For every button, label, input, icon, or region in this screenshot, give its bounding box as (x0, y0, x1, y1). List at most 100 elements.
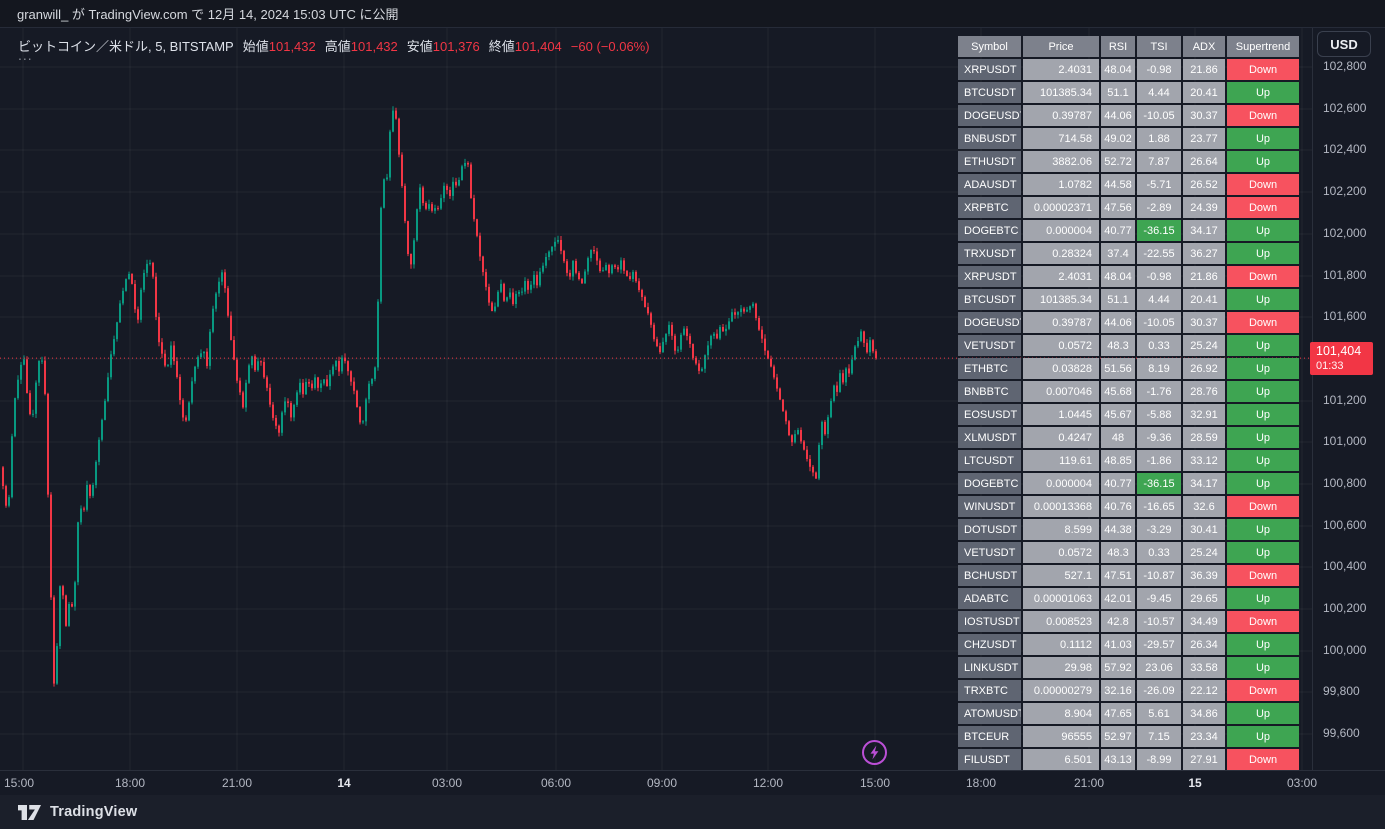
cell-adx[interactable]: 28.76 (1183, 381, 1225, 402)
cell-rsi[interactable]: 43.13 (1101, 749, 1135, 770)
cell-rsi[interactable]: 48.3 (1101, 335, 1135, 356)
cell-rsi[interactable]: 48.04 (1101, 266, 1135, 287)
cell-price[interactable]: 6.501 (1023, 749, 1099, 770)
cell-symbol[interactable]: BCHUSDT (958, 565, 1021, 586)
cell-price[interactable]: 0.39787 (1023, 312, 1099, 333)
cell-tsi[interactable]: 4.44 (1137, 82, 1181, 103)
cell-supertrend[interactable]: Up (1227, 151, 1299, 172)
cell-symbol[interactable]: TRXUSDT (958, 243, 1021, 264)
candlestick-chart[interactable] (0, 28, 1312, 770)
cell-tsi[interactable]: -8.99 (1137, 749, 1181, 770)
cell-rsi[interactable]: 48.3 (1101, 542, 1135, 563)
cell-adx[interactable]: 23.77 (1183, 128, 1225, 149)
cell-supertrend[interactable]: Up (1227, 404, 1299, 425)
cell-price[interactable]: 0.007046 (1023, 381, 1099, 402)
cell-supertrend[interactable]: Up (1227, 220, 1299, 241)
cell-symbol[interactable]: WINUSDT (958, 496, 1021, 517)
cell-rsi[interactable]: 44.38 (1101, 519, 1135, 540)
cell-rsi[interactable]: 42.01 (1101, 588, 1135, 609)
cell-rsi[interactable]: 47.65 (1101, 703, 1135, 724)
cell-tsi[interactable]: 1.88 (1137, 128, 1181, 149)
symbol-legend[interactable]: ビットコイン／米ドル, 5, BITSTAMP 始値101,432 高値101,… (18, 36, 650, 55)
cell-symbol[interactable]: BNBBTC (958, 381, 1021, 402)
cell-tsi[interactable]: -22.55 (1137, 243, 1181, 264)
cell-price[interactable]: 29.98 (1023, 657, 1099, 678)
cell-adx[interactable]: 34.86 (1183, 703, 1225, 724)
cell-supertrend[interactable]: Up (1227, 588, 1299, 609)
cell-adx[interactable]: 21.86 (1183, 59, 1225, 80)
cell-adx[interactable]: 34.17 (1183, 473, 1225, 494)
cell-price[interactable]: 0.00001063 (1023, 588, 1099, 609)
cell-price[interactable]: 0.000004 (1023, 220, 1099, 241)
cell-tsi[interactable]: -9.36 (1137, 427, 1181, 448)
cell-price[interactable]: 0.008523 (1023, 611, 1099, 632)
cell-symbol[interactable]: BNBUSDT (958, 128, 1021, 149)
cell-symbol[interactable]: XRPUSDT (958, 59, 1021, 80)
cell-symbol[interactable]: CHZUSDT (958, 634, 1021, 655)
cell-rsi[interactable]: 32.16 (1101, 680, 1135, 701)
cell-symbol[interactable]: DOGEBTC (958, 473, 1021, 494)
column-header-symbol[interactable]: Symbol (958, 36, 1021, 57)
cell-tsi[interactable]: -0.98 (1137, 266, 1181, 287)
cell-rsi[interactable]: 47.56 (1101, 197, 1135, 218)
cell-adx[interactable]: 30.41 (1183, 519, 1225, 540)
cell-tsi[interactable]: -1.86 (1137, 450, 1181, 471)
cell-price[interactable]: 0.00000279 (1023, 680, 1099, 701)
cell-supertrend[interactable]: Up (1227, 473, 1299, 494)
column-header-tsi[interactable]: TSI (1137, 36, 1181, 57)
cell-adx[interactable]: 25.24 (1183, 335, 1225, 356)
column-header-supertrend[interactable]: Supertrend (1227, 36, 1299, 57)
cell-price[interactable]: 2.4031 (1023, 266, 1099, 287)
tradingview-logo-icon[interactable] (17, 804, 42, 821)
cell-supertrend[interactable]: Down (1227, 197, 1299, 218)
flash-marker-icon[interactable] (860, 738, 889, 767)
cell-supertrend[interactable]: Up (1227, 82, 1299, 103)
cell-price[interactable]: 1.0445 (1023, 404, 1099, 425)
cell-price[interactable]: 101385.34 (1023, 289, 1099, 310)
cell-supertrend[interactable]: Up (1227, 726, 1299, 747)
cell-adx[interactable]: 33.58 (1183, 657, 1225, 678)
cell-price[interactable]: 2.4031 (1023, 59, 1099, 80)
cell-supertrend[interactable]: Down (1227, 565, 1299, 586)
cell-supertrend[interactable]: Up (1227, 335, 1299, 356)
cell-price[interactable]: 3882.06 (1023, 151, 1099, 172)
cell-supertrend[interactable]: Up (1227, 542, 1299, 563)
cell-price[interactable]: 8.599 (1023, 519, 1099, 540)
cell-tsi[interactable]: 0.33 (1137, 542, 1181, 563)
cell-symbol[interactable]: DOGEUSDT (958, 312, 1021, 333)
time-axis[interactable]: 15:00 18:00 21:00 14 03:00 06:00 09:00 12:00 15:… (0, 770, 1385, 795)
cell-rsi[interactable]: 45.67 (1101, 404, 1135, 425)
cell-rsi[interactable]: 51.1 (1101, 82, 1135, 103)
cell-symbol[interactable]: ADABTC (958, 588, 1021, 609)
cell-tsi[interactable]: -10.87 (1137, 565, 1181, 586)
cell-price[interactable]: 1.0782 (1023, 174, 1099, 195)
cell-tsi[interactable]: -10.05 (1137, 312, 1181, 333)
cell-adx[interactable]: 30.37 (1183, 105, 1225, 126)
cell-tsi[interactable]: -3.29 (1137, 519, 1181, 540)
cell-symbol[interactable]: LTCUSDT (958, 450, 1021, 471)
cell-adx[interactable]: 26.52 (1183, 174, 1225, 195)
cell-supertrend[interactable]: Up (1227, 358, 1299, 379)
cell-supertrend[interactable]: Down (1227, 105, 1299, 126)
cell-rsi[interactable]: 57.92 (1101, 657, 1135, 678)
cell-adx[interactable]: 32.6 (1183, 496, 1225, 517)
cell-rsi[interactable]: 52.72 (1101, 151, 1135, 172)
cell-supertrend[interactable]: Up (1227, 381, 1299, 402)
cell-price[interactable]: 96555 (1023, 726, 1099, 747)
cell-price[interactable]: 0.0572 (1023, 335, 1099, 356)
cell-rsi[interactable]: 40.77 (1101, 220, 1135, 241)
cell-supertrend[interactable]: Down (1227, 312, 1299, 333)
cell-symbol[interactable]: DOGEUSDT (958, 105, 1021, 126)
currency-toggle-button[interactable]: USD (1317, 31, 1371, 57)
cell-adx[interactable]: 28.59 (1183, 427, 1225, 448)
cell-supertrend[interactable]: Up (1227, 427, 1299, 448)
cell-price[interactable]: 0.03828 (1023, 358, 1099, 379)
cell-symbol[interactable]: ADAUSDT (958, 174, 1021, 195)
cell-tsi[interactable]: 23.06 (1137, 657, 1181, 678)
cell-rsi[interactable]: 44.06 (1101, 105, 1135, 126)
cell-symbol[interactable]: BTCUSDT (958, 82, 1021, 103)
symbol-title[interactable]: ビットコイン／米ドル, 5, BITSTAMP (18, 39, 234, 54)
cell-tsi[interactable]: -0.98 (1137, 59, 1181, 80)
cell-price[interactable]: 0.00002371 (1023, 197, 1099, 218)
cell-supertrend[interactable]: Up (1227, 657, 1299, 678)
